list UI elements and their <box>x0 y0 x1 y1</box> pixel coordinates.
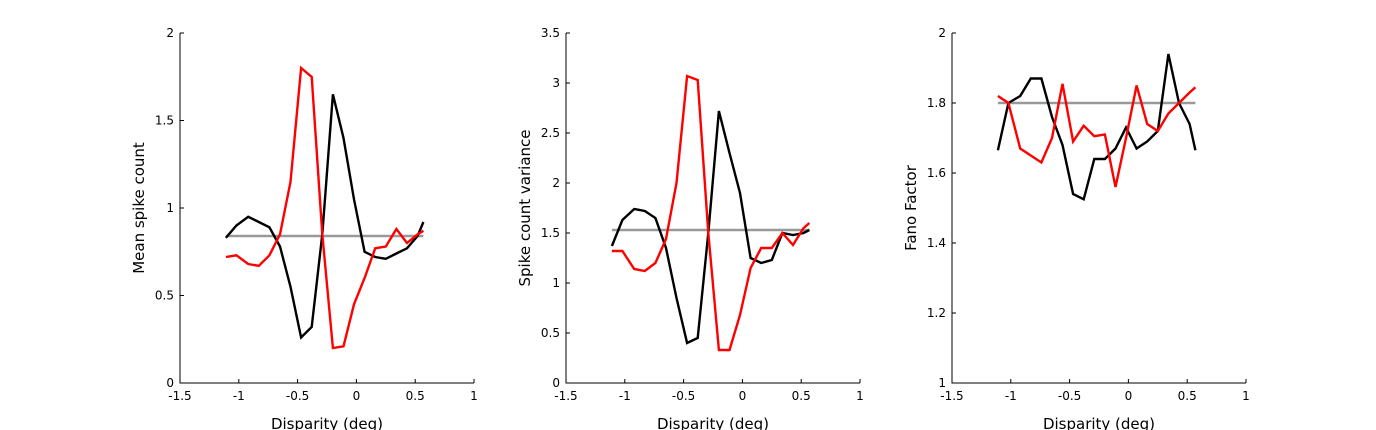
y-tick-label: 1 <box>552 276 560 290</box>
series-black-line <box>610 110 810 345</box>
y-tick-label: 0 <box>552 376 560 390</box>
series-red-line <box>225 65 425 350</box>
y-axis-label: Fano Factor <box>902 164 920 251</box>
y-tick-label: 2.5 <box>541 126 560 140</box>
x-tick-label: 1 <box>470 389 478 403</box>
x-tick-label: -1 <box>1005 389 1017 403</box>
x-tick-label: 1 <box>856 389 864 403</box>
x-tick-label: -0.5 <box>1058 389 1081 403</box>
y-tick-label: 2 <box>552 176 560 190</box>
x-axis-label: Disparity (deg) <box>271 415 383 430</box>
y-tick-label: 1.4 <box>927 236 946 250</box>
x-tick-label: -1.5 <box>168 389 191 403</box>
y-tick-label: 1.8 <box>927 96 946 110</box>
series-red-line <box>611 74 811 352</box>
y-tick-label: 1 <box>938 376 946 390</box>
x-tick-label: 0 <box>739 389 747 403</box>
y-tick-label: 2 <box>938 26 946 40</box>
y-tick-label: 1.6 <box>927 166 946 180</box>
x-axis-label: Disparity (deg) <box>1043 415 1155 430</box>
chart-panel-1: -1.5 -1 -0.5 0 0.5 1 0 0.5 1 1.5 2 Disparity (deg) M… <box>130 26 478 430</box>
y-tick-label: 1.5 <box>541 226 560 240</box>
y-tick-label: 1.5 <box>155 114 174 128</box>
y-tick-label: 3.5 <box>541 26 560 40</box>
x-tick-label: 0 <box>1125 389 1133 403</box>
x-tick-label: -1.5 <box>940 389 963 403</box>
x-tick-label: -1 <box>233 389 245 403</box>
y-tick-label: 0.5 <box>155 289 174 303</box>
y-tick-label: 1 <box>166 201 174 215</box>
series-red-line <box>997 83 1197 188</box>
y-axis-label: Spike count variance <box>516 129 534 286</box>
x-tick-label: 1 <box>1242 389 1250 403</box>
x-tick-label: -1.5 <box>554 389 577 403</box>
x-tick-label: -1 <box>619 389 631 403</box>
axis-lines <box>951 33 1246 384</box>
axis-lines <box>565 33 860 384</box>
x-tick-label: 0.5 <box>406 389 425 403</box>
x-tick-label: 0.5 <box>1178 389 1197 403</box>
x-tick-label: -0.5 <box>286 389 309 403</box>
y-tick-label: 1.2 <box>927 306 946 320</box>
y-tick-label: 2 <box>166 26 174 40</box>
chart-panel-2: -1.5 -1 -0.5 0 0.5 1 0 0.5 1 1.5 2 2.5 3 3.5 Disparity… <box>516 26 864 430</box>
series-black-line <box>996 53 1197 202</box>
y-tick-label: 0 <box>166 376 174 390</box>
axis-lines <box>179 33 474 384</box>
y-tick-label: 3 <box>552 76 560 90</box>
y-tick-label: 0.5 <box>541 326 560 340</box>
x-axis-label: Disparity (deg) <box>657 415 769 430</box>
y-axis-label: Mean spike count <box>130 142 148 274</box>
chart-panel-3: -1.5 -1 -0.5 0 0.5 1 1 1.2 1.4 1.6 1.8 2 Disparity (… <box>902 26 1250 430</box>
x-tick-label: -0.5 <box>672 389 695 403</box>
series-black-line <box>224 94 425 340</box>
x-tick-label: 0.5 <box>792 389 811 403</box>
x-tick-label: 0 <box>353 389 361 403</box>
